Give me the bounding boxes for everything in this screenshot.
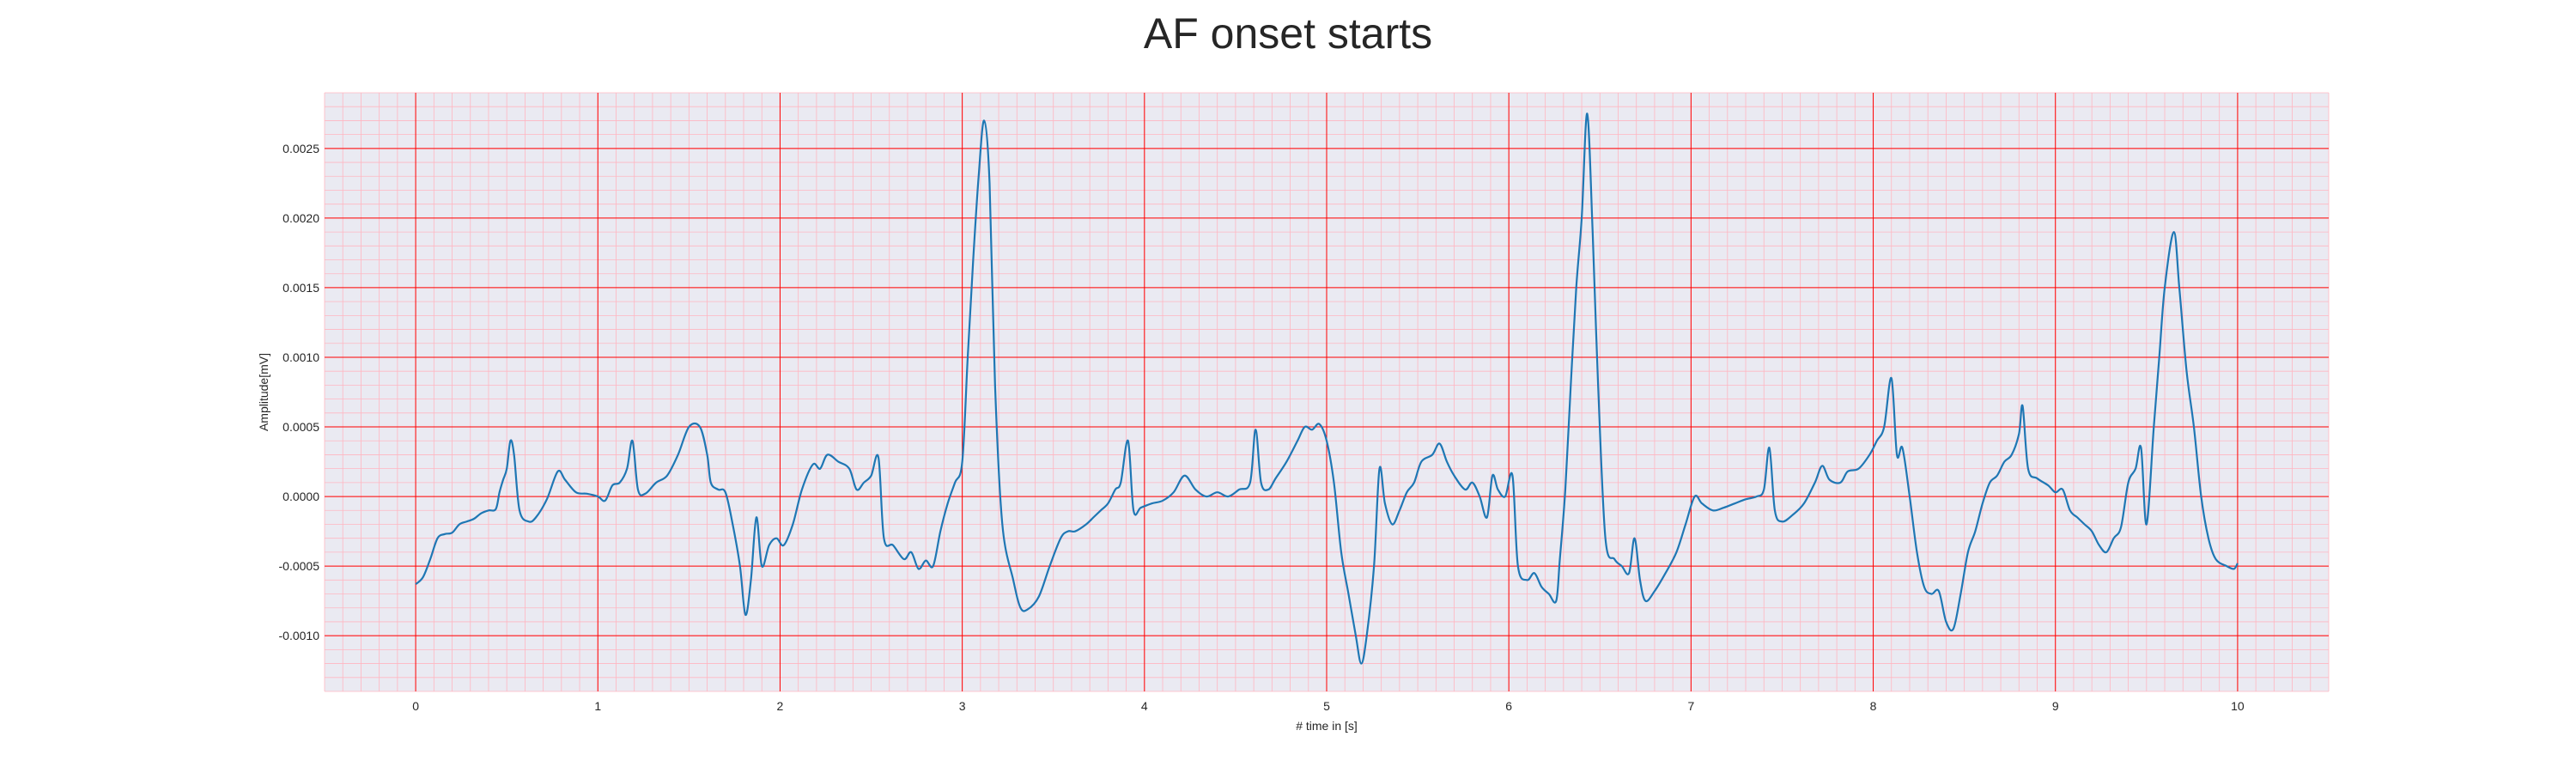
x-tick-label: 4: [1141, 699, 1148, 713]
x-tick-label: 10: [2231, 699, 2245, 713]
y-axis-label: Amplitude[mV]: [257, 353, 270, 431]
x-tick-label: 1: [594, 699, 601, 713]
y-tick-label: 0.0005: [283, 420, 319, 434]
y-tick-labels: -0.0010 -0.0005 0.0000 0.0005 0.0010 0.0015 0.…: [279, 142, 320, 642]
x-axis-label: # time in [s]: [1296, 719, 1358, 733]
x-tick-label: 6: [1505, 699, 1512, 713]
y-tick-label: 0.0025: [283, 142, 319, 155]
x-tick-label: 3: [959, 699, 966, 713]
series-line: [415, 113, 2239, 665]
x-tick-label: 7: [1687, 699, 1694, 713]
x-tick-label: 5: [1323, 699, 1330, 713]
y-tick-label: -0.0010: [279, 629, 320, 642]
x-tick-labels: 0 1 2 3 4 5 6 7 8 9 10: [412, 699, 2245, 713]
y-tick-label: 0.0020: [283, 211, 319, 225]
x-tick-label: 0: [412, 699, 419, 713]
x-tick-label: 2: [777, 699, 784, 713]
chart-title: AF onset starts: [1143, 9, 1433, 58]
x-tick-label: 9: [2052, 699, 2059, 713]
y-tick-label: 0.0000: [283, 490, 319, 503]
y-tick-label: 0.0010: [283, 350, 319, 364]
y-tick-label: -0.0005: [279, 559, 320, 573]
x-tick-label: 8: [1870, 699, 1877, 713]
y-tick-label: 0.0015: [283, 281, 319, 295]
major-grid: [325, 93, 2329, 691]
